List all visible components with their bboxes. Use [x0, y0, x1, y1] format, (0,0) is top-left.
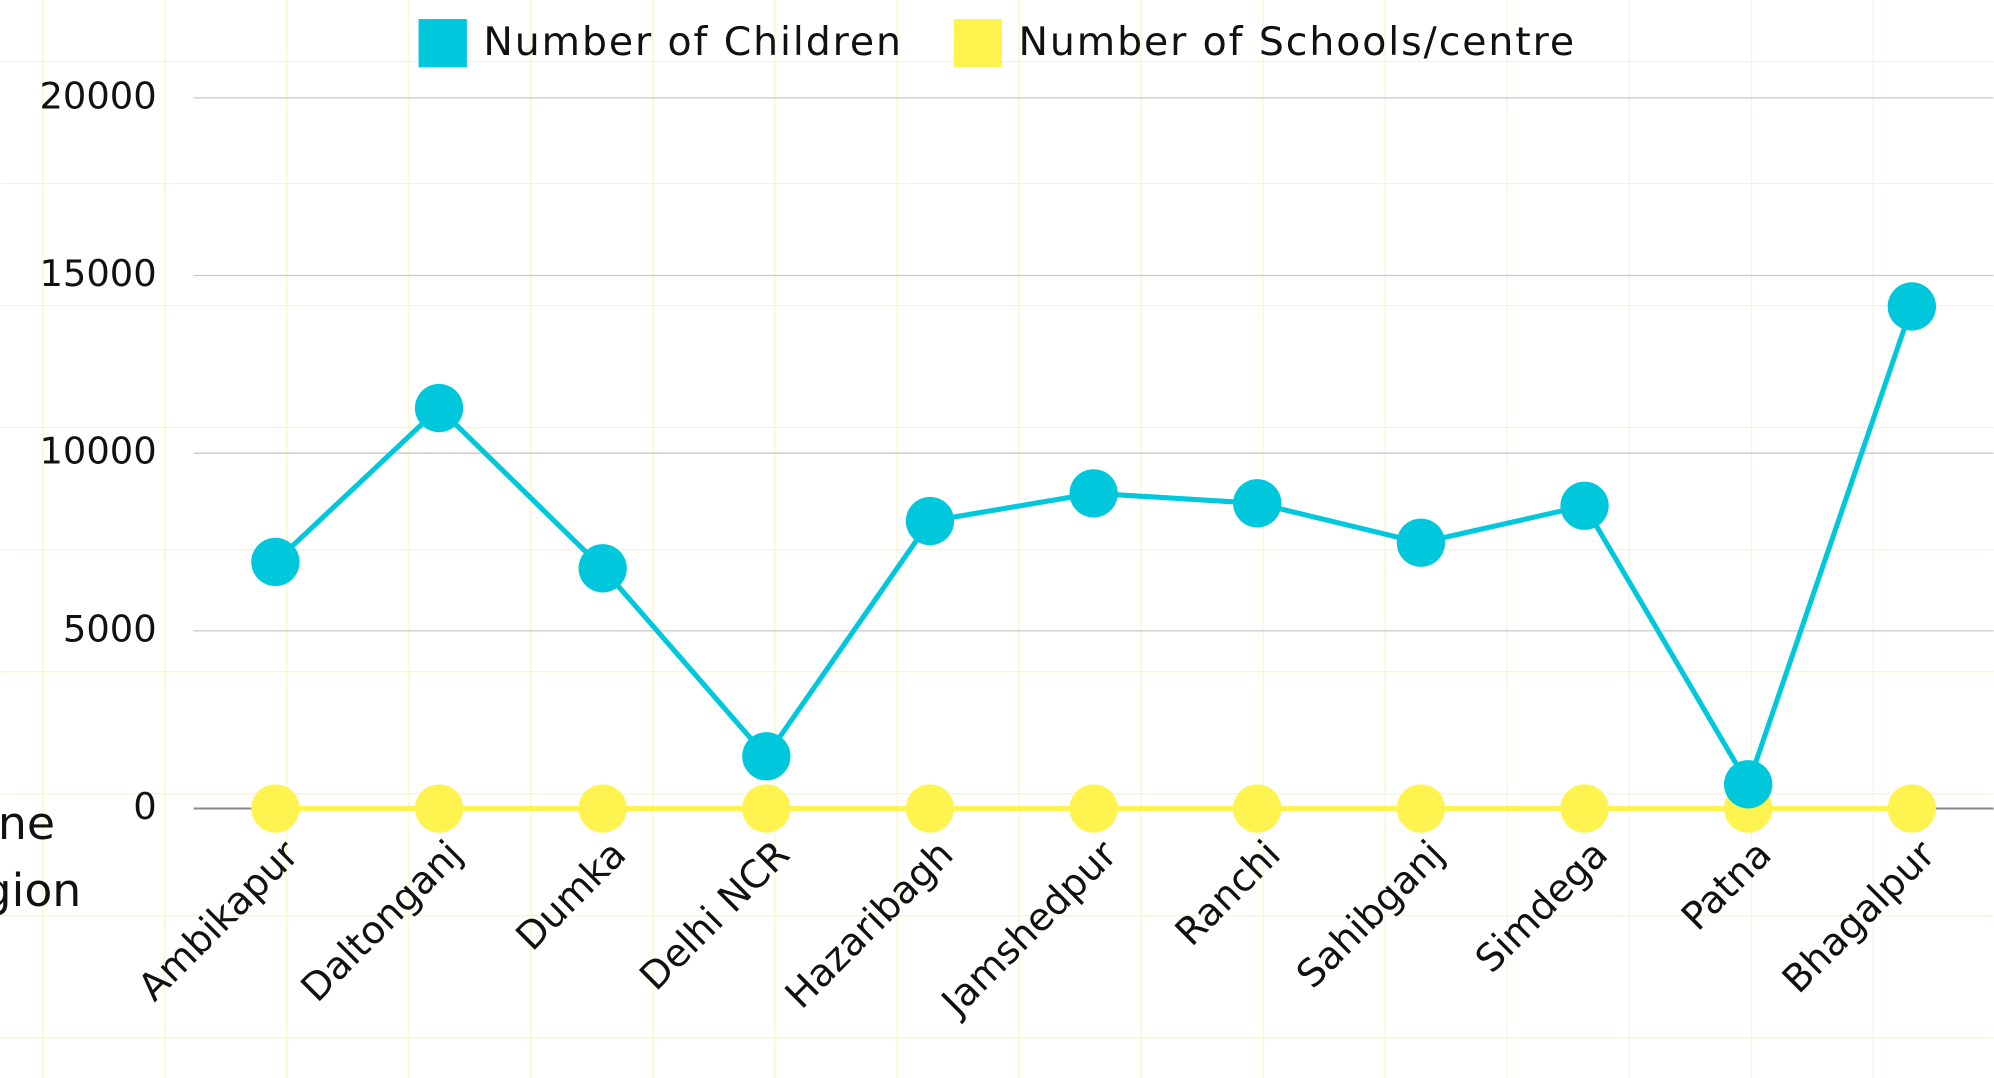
point: [742, 784, 791, 833]
point: [905, 784, 955, 833]
legend-swatch: [953, 19, 1003, 68]
x-axis-title: gion: [0, 864, 81, 917]
legend-swatch: [418, 19, 467, 68]
point: [1560, 481, 1609, 530]
point: [414, 784, 464, 833]
point: [1069, 784, 1118, 833]
point: [578, 544, 627, 593]
point: [1887, 784, 1936, 833]
point: [1233, 479, 1282, 528]
point: [1069, 469, 1118, 518]
point: [1396, 518, 1446, 567]
y-tick-label: 15000: [39, 252, 156, 295]
point: [1724, 760, 1773, 809]
point: [414, 383, 464, 433]
y-tick-label: 20000: [39, 74, 156, 117]
y-tick-label: 10000: [39, 430, 156, 473]
point: [1396, 784, 1446, 833]
point: [1233, 784, 1282, 833]
point: [251, 784, 300, 833]
point: [1887, 282, 1936, 331]
point: [742, 732, 791, 781]
legend-label: Number of Children: [483, 19, 902, 65]
point: [251, 537, 300, 587]
legend-label: Number of Schools/centre: [1019, 19, 1576, 65]
x-axis-title: ne: [0, 797, 55, 850]
point: [905, 496, 955, 546]
point: [1560, 784, 1609, 833]
point: [578, 784, 627, 833]
y-tick-label: 0: [133, 785, 156, 828]
y-tick-label: 5000: [63, 607, 157, 650]
